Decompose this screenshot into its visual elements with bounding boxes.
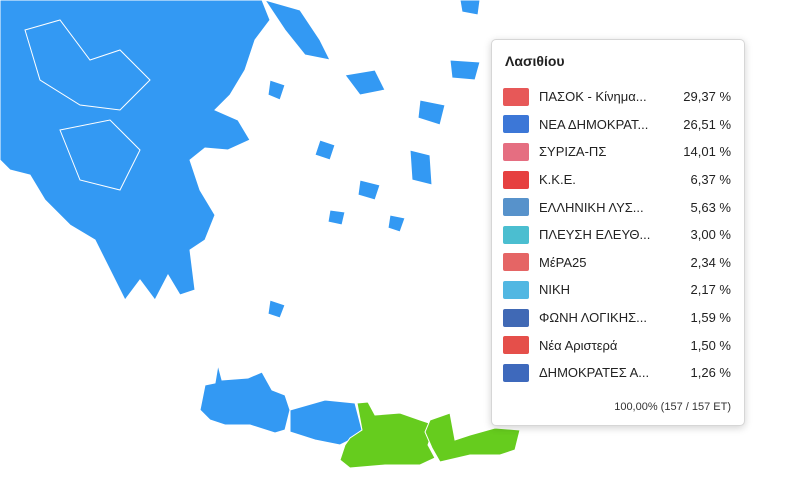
party-results-list: ΠΑΣΟΚ - Κίνημα... 29,37 % ΝΕΑ ΔΗΜΟΚΡΑΤ... 2… (503, 83, 731, 387)
niki-logo (503, 280, 529, 299)
party-row: ΜέΡΑ25 2,34 % (503, 249, 731, 277)
region-island[interactable] (409, 149, 433, 186)
region-tooltip: Λασιθίου ΠΑΣΟΚ - Κίνημα... 29,37 % ΝΕΑ ΔΗΜ… (491, 39, 745, 426)
party-percentage: 2,34 % (690, 254, 731, 270)
region-island[interactable] (357, 179, 381, 201)
region-heraklion[interactable] (339, 401, 436, 469)
region-island[interactable] (459, 0, 481, 16)
party-row: ΠΛΕΥΣΗ ΕΛΕΥΘ... 3,00 % (503, 221, 731, 249)
region-mainland[interactable] (0, 0, 271, 301)
pasok-logo (503, 87, 529, 106)
region-lasithi[interactable] (424, 412, 521, 463)
party-row: ΠΑΣΟΚ - Κίνημα... 29,37 % (503, 83, 731, 111)
party-percentage: 26,51 % (683, 116, 731, 132)
region-island[interactable] (387, 214, 406, 233)
party-percentage: 2,17 % (690, 282, 731, 298)
party-name: ΝΕΑ ΔΗΜΟΚΡΑΤ... (539, 116, 649, 132)
party-name: ΠΑΣΟΚ - Κίνημα... (539, 89, 647, 105)
party-name: ΠΛΕΥΣΗ ΕΛΕΥΘ... (539, 227, 651, 243)
tooltip-title: Λασιθίου (505, 53, 565, 69)
party-row: Κ.Κ.Ε. 6,37 % (503, 166, 731, 194)
party-name: ΜέΡΑ25 (539, 254, 587, 270)
party-name: Νέα Αριστερά (539, 337, 618, 353)
party-name: ΦΩΝΗ ΛΟΓΙΚΗΣ... (539, 310, 647, 326)
region-island[interactable] (417, 99, 446, 126)
region-island[interactable] (314, 139, 336, 161)
region-chania[interactable] (199, 364, 291, 434)
dimokrates-logo (503, 363, 529, 382)
party-row: Νέα Αριστερά 1,50 % (503, 331, 731, 359)
party-name: ΝΙΚΗ (539, 282, 571, 298)
counted-status: 100,00% (157 / 157 ΕΤ) (614, 401, 731, 413)
party-row: ΝΕΑ ΔΗΜΟΚΡΑΤ... 26,51 % (503, 111, 731, 139)
party-name: ΕΛΛΗΝΙΚΗ ΛΥΣ... (539, 199, 644, 215)
party-percentage: 1,59 % (690, 310, 731, 326)
region-evia[interactable] (264, 0, 331, 61)
region-island[interactable] (449, 59, 481, 81)
elliniki-lysi-logo (503, 198, 529, 217)
party-row: ΝΙΚΗ 2,17 % (503, 276, 731, 304)
nea-aristera-logo (503, 336, 529, 355)
party-percentage: 1,50 % (690, 337, 731, 353)
plefsi-logo (503, 225, 529, 244)
region-island[interactable] (267, 79, 286, 101)
party-percentage: 6,37 % (690, 172, 731, 188)
mera25-logo (503, 253, 529, 272)
party-percentage: 3,00 % (690, 227, 731, 243)
region-island[interactable] (327, 209, 346, 226)
party-row: ΕΛΛΗΝΙΚΗ ΛΥΣ... 5,63 % (503, 193, 731, 221)
party-name: ΔΗΜΟΚΡΑΤΕΣ Α... (539, 365, 650, 381)
party-row: ΦΩΝΗ ΛΟΓΙΚΗΣ... 1,59 % (503, 304, 731, 332)
party-percentage: 29,37 % (683, 89, 731, 105)
party-name: ΣΥΡΙΖΑ-ΠΣ (539, 144, 607, 160)
party-row: ΣΥΡΙΖΑ-ΠΣ 14,01 % (503, 138, 731, 166)
nd-logo (503, 115, 529, 134)
region-island[interactable] (344, 69, 386, 96)
party-name: Κ.Κ.Ε. (539, 172, 576, 188)
syriza-logo (503, 142, 529, 161)
foni-logikis-logo (503, 308, 529, 327)
party-percentage: 5,63 % (690, 199, 731, 215)
kke-logo (503, 170, 529, 189)
party-percentage: 1,26 % (690, 365, 731, 381)
region-island[interactable] (267, 299, 286, 319)
party-percentage: 14,01 % (683, 144, 731, 160)
party-row: ΔΗΜΟΚΡΑΤΕΣ Α... 1,26 % (503, 359, 731, 387)
